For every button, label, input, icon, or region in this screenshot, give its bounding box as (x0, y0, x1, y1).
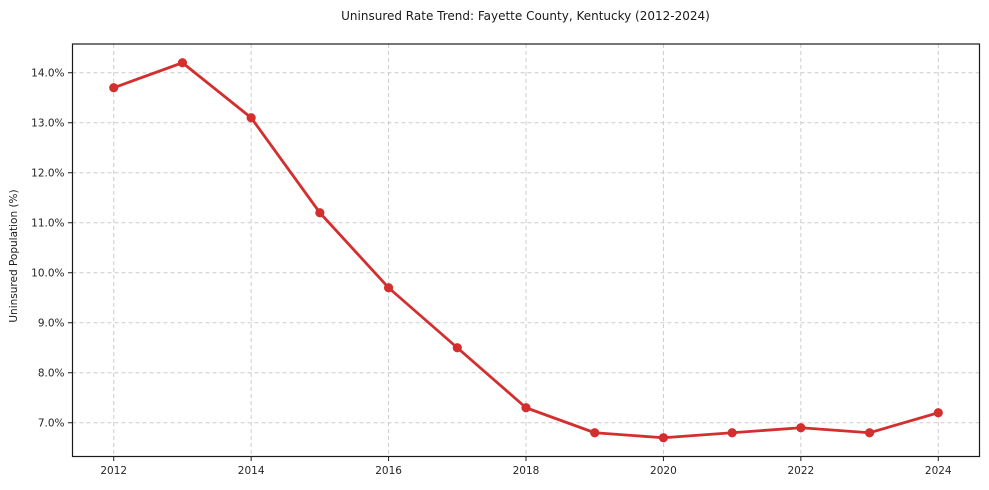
x-tick-label: 2012 (100, 465, 127, 477)
x-tick-label: 2022 (787, 465, 814, 477)
data-point-2014 (246, 113, 256, 123)
data-point-2015 (315, 208, 325, 218)
y-tick-label: 9.0% (38, 317, 65, 329)
y-tick-label: 8.0% (38, 367, 65, 379)
y-tick-label: 10.0% (31, 267, 64, 279)
y-tick-label: 14.0% (31, 67, 64, 79)
x-tick-label: 2018 (513, 465, 540, 477)
x-tick-label: 2024 (925, 465, 952, 477)
data-point-2019 (590, 428, 600, 438)
x-tick-label: 2020 (650, 465, 677, 477)
y-tick-label: 7.0% (38, 417, 65, 429)
data-point-2023 (864, 428, 875, 438)
x-tick-label: 2016 (375, 465, 402, 477)
y-tick-label: 12.0% (31, 167, 64, 179)
data-point-2017 (452, 343, 462, 353)
data-point-2024 (933, 408, 943, 418)
data-point-2013 (177, 58, 188, 68)
data-point-2016 (383, 283, 394, 293)
y-tick-label: 13.0% (31, 117, 64, 129)
y-tick-label: 11.0% (31, 217, 64, 229)
chart-title: Uninsured Rate Trend: Fayette County, Ke… (341, 9, 710, 23)
data-point-2012 (109, 83, 119, 93)
data-point-2021 (727, 428, 737, 438)
x-tick-label: 2014 (238, 465, 265, 477)
data-point-2018 (521, 403, 531, 413)
data-point-2022 (796, 423, 806, 433)
data-point-2020 (658, 433, 669, 443)
